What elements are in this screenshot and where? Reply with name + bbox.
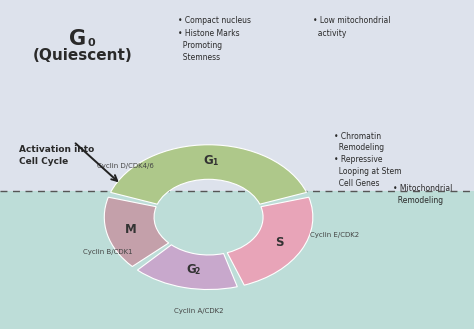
Text: G: G (69, 30, 86, 49)
Text: • Low mitochondrial
  activity: • Low mitochondrial activity (313, 16, 391, 38)
Text: Cyclin E/CDK2: Cyclin E/CDK2 (310, 232, 360, 238)
Text: 1: 1 (212, 158, 218, 167)
Text: • Mitochondrial
  Remodeling: • Mitochondrial Remodeling (393, 184, 453, 205)
Text: Cyclin A/CDK2: Cyclin A/CDK2 (174, 308, 224, 314)
Text: G: G (204, 154, 213, 167)
Text: 2: 2 (195, 267, 200, 276)
Text: G: G (186, 263, 196, 276)
Text: • Compact nucleus
• Histone Marks
  Promoting
  Stemness: • Compact nucleus • Histone Marks Promot… (178, 16, 251, 62)
Text: Cyclin D/CDK4/6: Cyclin D/CDK4/6 (97, 163, 154, 169)
Text: M: M (125, 223, 137, 236)
Wedge shape (227, 197, 313, 285)
Bar (0, 191, 474, 329)
Wedge shape (110, 145, 307, 204)
Text: S: S (275, 236, 283, 249)
Text: • Chromatin
  Remodeling
• Repressive
  Looping at Stem
  Cell Genes: • Chromatin Remodeling • Repressive Loop… (334, 132, 401, 188)
Wedge shape (104, 197, 169, 266)
Bar (0, 0, 474, 191)
Text: 0: 0 (88, 38, 95, 48)
Wedge shape (137, 245, 237, 290)
Text: Activation into
Cell Cycle: Activation into Cell Cycle (19, 145, 94, 165)
Text: (Quiescent): (Quiescent) (33, 48, 133, 63)
Text: Cyclin B/CDK1: Cyclin B/CDK1 (83, 249, 133, 255)
